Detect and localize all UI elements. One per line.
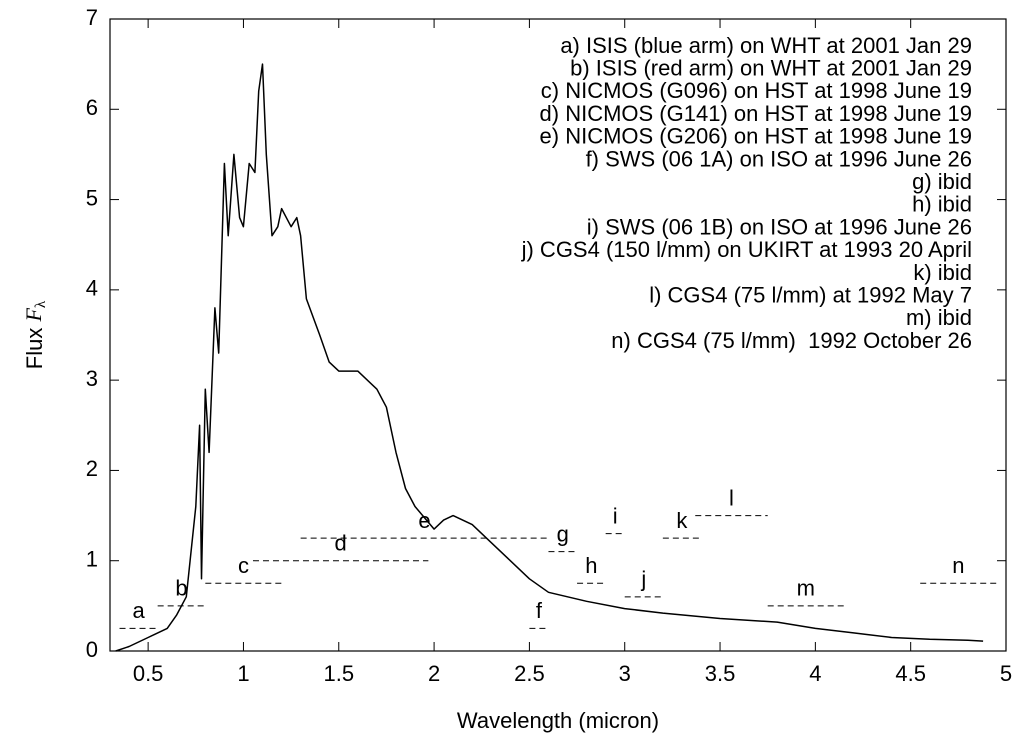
x-tick-label: 1 [237,661,249,686]
band-label: f [536,598,543,623]
legend-note: b) ISIS (red arm) on WHT at 2001 Jan 29 [570,56,972,81]
y-label-text: Flux [22,328,47,370]
legend-note: h) ibid [912,192,972,217]
x-tick-label: 3 [619,661,631,686]
band-label: c [238,553,249,578]
y-tick-label: 6 [86,95,98,120]
legend-note: f) SWS (06 1A) on ISO at 1996 June 26 [586,146,972,171]
legend-note: i) SWS (06 1B) on ISO at 1996 June 26 [587,214,972,239]
legend-note: k) ibid [913,260,972,285]
band-label: j [640,567,646,592]
x-axis-label: Wavelength (micron) [457,708,659,733]
band-label: b [175,576,187,601]
spectrum-line [115,63,984,652]
band-label: g [557,521,569,546]
y-tick-label: 1 [86,547,98,572]
band-label: d [335,531,347,556]
x-tick-label: 3.5 [705,661,736,686]
band-label: i [613,503,618,528]
x-tick-label: 1.5 [323,661,354,686]
y-label-symbol: F [21,308,46,323]
legend-note: c) NICMOS (G096) on HST at 1998 June 19 [541,78,972,103]
legend-note: d) NICMOS (G141) on HST at 1998 June 19 [540,101,972,126]
y-label-subscript: λ [33,300,49,308]
x-tick-label: 4 [809,661,821,686]
legend-note: g) ibid [912,169,972,194]
y-axis-label: Flux Fλ [21,300,49,369]
band-label: l [729,485,734,510]
y-tick-label: 0 [86,637,98,662]
band-label: a [132,598,145,623]
legend-note: a) ISIS (blue arm) on WHT at 2001 Jan 29 [560,33,972,58]
y-tick-label: 2 [86,456,98,481]
x-tick-label: 2.5 [514,661,545,686]
x-tick-label: 5 [1000,661,1012,686]
x-tick-label: 0.5 [133,661,164,686]
band-label: e [418,508,430,533]
legend-note: e) NICMOS (G206) on HST at 1998 June 19 [540,124,972,149]
y-tick-label: 4 [86,276,98,301]
y-tick-label: 5 [86,185,98,210]
plot-frame [109,18,1007,652]
band-label: k [676,508,688,533]
band-label: m [797,576,815,601]
legend-note: m) ibid [906,305,972,330]
x-tick-label: 4.5 [895,661,926,686]
x-tick-label: 2 [428,661,440,686]
legend-note: n) CGS4 (75 l/mm) 1992 October 26 [611,328,972,353]
y-tick-label: 7 [86,5,98,30]
band-label: n [952,553,964,578]
legend-note: l) CGS4 (75 l/mm) at 1992 May 7 [649,283,972,308]
legend-note: j) CGS4 (150 l/mm) on UKIRT at 1993 20 A… [521,237,972,262]
y-tick-label: 3 [86,366,98,391]
band-label: h [585,553,597,578]
